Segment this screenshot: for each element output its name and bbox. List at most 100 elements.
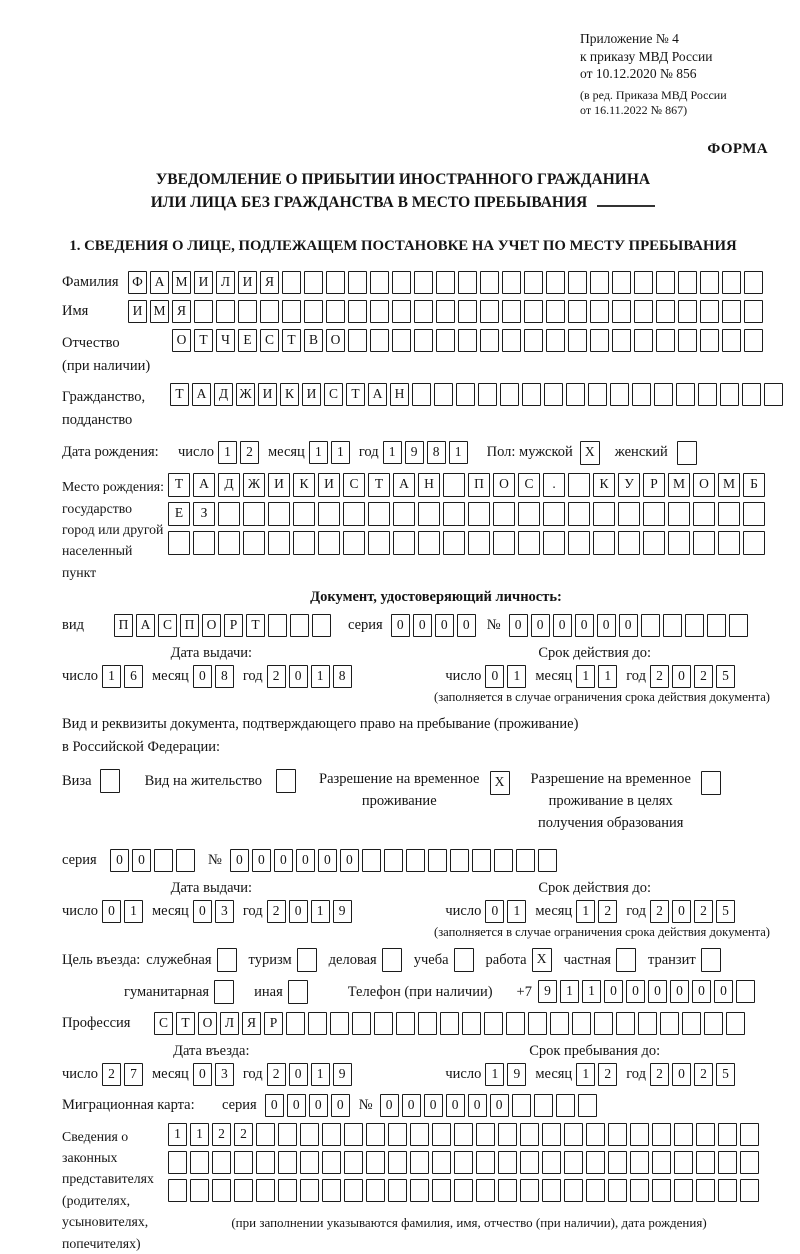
form-cell[interactable] xyxy=(643,531,665,556)
form-cell[interactable]: 1 xyxy=(507,899,527,923)
form-cell[interactable]: 0 xyxy=(508,614,528,638)
form-cell[interactable] xyxy=(740,1122,759,1146)
form-cell[interactable]: Т xyxy=(246,614,265,638)
form-cell[interactable]: 0 xyxy=(434,614,454,638)
form-cell[interactable] xyxy=(678,300,697,324)
form-cell[interactable] xyxy=(718,1150,737,1174)
form-cell[interactable] xyxy=(568,271,587,295)
form-cell[interactable] xyxy=(296,947,317,972)
form-cell[interactable]: И xyxy=(302,383,321,407)
purpose-tourism-checkbox[interactable] xyxy=(296,947,320,972)
form-cell[interactable]: 5 xyxy=(716,899,735,923)
form-cell[interactable]: 1 xyxy=(598,665,618,689)
form-cell[interactable]: С xyxy=(260,329,279,353)
form-cell[interactable]: 0 xyxy=(552,614,572,638)
form-cell[interactable] xyxy=(652,1150,671,1174)
form-cell[interactable] xyxy=(276,769,297,794)
form-cell[interactable] xyxy=(443,502,465,527)
form-cell[interactable]: 7 xyxy=(123,1062,143,1086)
form-cell[interactable] xyxy=(287,979,308,1004)
form-cell[interactable]: 8 xyxy=(214,665,234,689)
form-cell[interactable] xyxy=(370,271,389,295)
form-cell[interactable] xyxy=(618,531,640,556)
form-cell[interactable] xyxy=(168,1178,187,1202)
form-cell[interactable] xyxy=(176,848,195,872)
form-cell[interactable] xyxy=(506,1011,525,1035)
form-cell[interactable] xyxy=(458,300,477,324)
form-cell[interactable]: Е xyxy=(168,502,190,527)
form-cell[interactable] xyxy=(468,531,490,556)
form-cell[interactable]: 2 xyxy=(650,1062,669,1086)
form-cell[interactable]: 2 xyxy=(266,899,286,923)
form-cell[interactable] xyxy=(405,848,425,872)
form-cell[interactable] xyxy=(343,531,365,556)
form-cell[interactable]: У xyxy=(618,473,640,498)
form-cell[interactable]: 2 xyxy=(234,1122,253,1146)
form-cell[interactable] xyxy=(300,1122,319,1146)
form-cell[interactable]: О xyxy=(326,329,345,353)
form-cell[interactable]: Т xyxy=(168,473,190,498)
form-cell[interactable] xyxy=(468,502,490,527)
form-cell[interactable] xyxy=(668,531,690,556)
form-cell[interactable] xyxy=(593,502,615,527)
form-cell[interactable] xyxy=(696,1122,715,1146)
purpose-official-checkbox[interactable] xyxy=(216,947,240,972)
form-cell[interactable] xyxy=(542,1178,561,1202)
form-cell[interactable]: 0 xyxy=(467,1093,487,1117)
form-cell[interactable] xyxy=(744,300,763,324)
form-cell[interactable]: И xyxy=(258,383,277,407)
form-cell[interactable] xyxy=(293,531,315,556)
form-cell[interactable] xyxy=(476,1178,495,1202)
form-cell[interactable] xyxy=(652,1178,671,1202)
form-cell[interactable] xyxy=(282,300,301,324)
form-cell[interactable] xyxy=(290,614,309,638)
form-cell[interactable] xyxy=(564,1150,583,1174)
form-cell[interactable] xyxy=(568,329,587,353)
form-cell[interactable] xyxy=(190,1178,209,1202)
form-cell[interactable] xyxy=(684,614,704,638)
form-cell[interactable] xyxy=(352,1011,371,1035)
form-cell[interactable]: 2 xyxy=(694,665,713,689)
form-cell[interactable]: 2 xyxy=(212,1122,231,1146)
form-cell[interactable] xyxy=(742,383,761,407)
purpose-private-checkbox[interactable] xyxy=(615,947,639,972)
form-cell[interactable]: 0 xyxy=(647,979,667,1003)
form-cell[interactable] xyxy=(722,329,741,353)
form-cell[interactable] xyxy=(543,502,565,527)
form-cell[interactable]: 1 xyxy=(308,441,328,465)
form-cell[interactable] xyxy=(678,271,697,295)
form-cell[interactable]: И xyxy=(318,473,340,498)
form-cell[interactable]: А xyxy=(393,473,415,498)
form-cell[interactable] xyxy=(524,329,543,353)
form-cell[interactable] xyxy=(414,300,433,324)
form-cell[interactable]: 5 xyxy=(716,665,735,689)
form-cell[interactable] xyxy=(520,1178,539,1202)
form-cell[interactable] xyxy=(743,502,765,527)
form-cell[interactable] xyxy=(366,1178,385,1202)
form-cell[interactable] xyxy=(418,1011,437,1035)
form-cell[interactable]: К xyxy=(280,383,299,407)
temp-residence-edu-checkbox[interactable] xyxy=(700,771,724,796)
form-cell[interactable] xyxy=(368,531,390,556)
form-cell[interactable] xyxy=(662,614,682,638)
form-cell[interactable]: 0 xyxy=(132,848,151,872)
form-cell[interactable]: 8 xyxy=(332,665,352,689)
form-cell[interactable]: 0 xyxy=(672,1062,691,1086)
form-cell[interactable]: 0 xyxy=(192,665,212,689)
form-cell[interactable]: 0 xyxy=(713,979,733,1003)
form-cell[interactable] xyxy=(396,1011,415,1035)
form-cell[interactable] xyxy=(330,1011,349,1035)
form-cell[interactable] xyxy=(278,1122,297,1146)
purpose-humanitarian-checkbox[interactable] xyxy=(214,979,237,1004)
form-cell[interactable]: 0 xyxy=(691,979,711,1003)
form-cell[interactable]: 1 xyxy=(330,441,350,465)
form-cell[interactable] xyxy=(304,300,323,324)
form-cell[interactable]: Т xyxy=(176,1011,195,1035)
